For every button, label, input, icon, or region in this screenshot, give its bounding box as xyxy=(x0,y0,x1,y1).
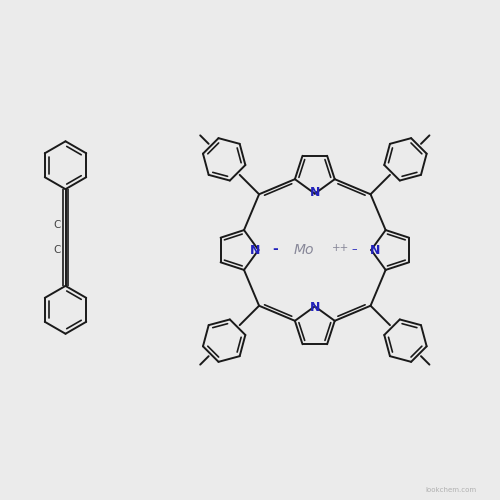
Text: lookchem.com: lookchem.com xyxy=(426,488,477,494)
Text: N: N xyxy=(310,301,320,314)
Text: N: N xyxy=(370,244,380,256)
Text: C: C xyxy=(54,245,61,255)
Text: -: - xyxy=(272,242,278,256)
Text: ++: ++ xyxy=(332,243,349,253)
Text: N: N xyxy=(250,244,260,256)
Text: C: C xyxy=(54,220,61,230)
Text: –: – xyxy=(352,244,357,254)
Text: N: N xyxy=(310,186,320,199)
Text: Mo: Mo xyxy=(294,243,314,257)
